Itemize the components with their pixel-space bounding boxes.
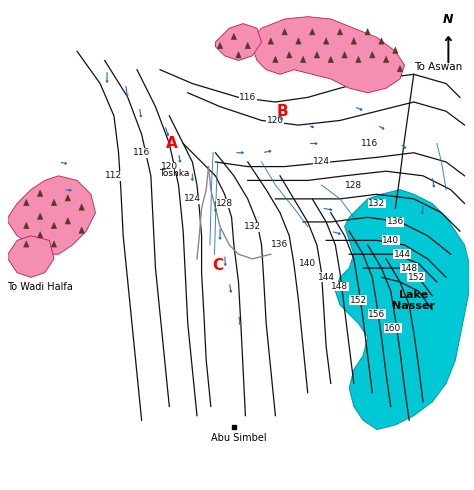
Text: 144: 144 bbox=[318, 273, 335, 282]
Polygon shape bbox=[37, 190, 43, 196]
Polygon shape bbox=[287, 52, 292, 58]
Polygon shape bbox=[273, 56, 278, 63]
Polygon shape bbox=[24, 222, 29, 229]
Text: A: A bbox=[166, 136, 177, 151]
Text: To Aswan: To Aswan bbox=[414, 62, 462, 73]
Text: 136: 136 bbox=[272, 241, 289, 249]
Text: Toshka: Toshka bbox=[159, 169, 189, 178]
Text: 152: 152 bbox=[350, 296, 367, 305]
Polygon shape bbox=[370, 52, 375, 58]
Polygon shape bbox=[336, 190, 469, 430]
Polygon shape bbox=[51, 199, 57, 206]
Text: C: C bbox=[212, 258, 223, 273]
Text: 120: 120 bbox=[161, 162, 178, 171]
Text: 160: 160 bbox=[384, 323, 401, 333]
Text: 152: 152 bbox=[408, 273, 425, 282]
Polygon shape bbox=[342, 52, 347, 58]
Text: 140: 140 bbox=[382, 236, 399, 245]
Text: B: B bbox=[276, 104, 288, 119]
Polygon shape bbox=[397, 66, 402, 72]
Text: N: N bbox=[443, 13, 454, 26]
Polygon shape bbox=[268, 38, 273, 44]
Text: 128: 128 bbox=[216, 199, 233, 208]
Polygon shape bbox=[379, 38, 384, 44]
Polygon shape bbox=[215, 24, 262, 60]
Text: 116: 116 bbox=[239, 93, 256, 102]
Polygon shape bbox=[337, 28, 343, 35]
Polygon shape bbox=[301, 56, 306, 63]
Polygon shape bbox=[218, 43, 223, 49]
Text: 120: 120 bbox=[267, 116, 284, 125]
Polygon shape bbox=[37, 232, 43, 238]
Polygon shape bbox=[328, 56, 333, 63]
Polygon shape bbox=[51, 241, 57, 247]
Polygon shape bbox=[236, 52, 241, 58]
Polygon shape bbox=[8, 176, 95, 254]
Text: 136: 136 bbox=[387, 218, 404, 226]
Polygon shape bbox=[245, 43, 250, 49]
Text: 116: 116 bbox=[133, 148, 150, 157]
Text: 132: 132 bbox=[368, 199, 385, 208]
Polygon shape bbox=[383, 56, 389, 63]
Polygon shape bbox=[79, 204, 84, 210]
Polygon shape bbox=[24, 199, 29, 206]
Polygon shape bbox=[392, 47, 398, 53]
Polygon shape bbox=[37, 213, 43, 220]
Polygon shape bbox=[351, 38, 356, 44]
Polygon shape bbox=[24, 241, 29, 247]
Text: 148: 148 bbox=[331, 282, 348, 291]
Polygon shape bbox=[282, 28, 287, 35]
Polygon shape bbox=[365, 28, 370, 35]
Polygon shape bbox=[65, 218, 71, 224]
Text: 156: 156 bbox=[368, 310, 385, 318]
Text: 148: 148 bbox=[401, 264, 418, 272]
Polygon shape bbox=[51, 222, 57, 229]
Text: 124: 124 bbox=[313, 157, 330, 167]
Text: Abu Simbel: Abu Simbel bbox=[210, 433, 266, 443]
Polygon shape bbox=[65, 195, 71, 201]
Text: 140: 140 bbox=[299, 259, 316, 268]
Text: 116: 116 bbox=[361, 139, 379, 148]
Polygon shape bbox=[252, 17, 404, 93]
Polygon shape bbox=[314, 52, 319, 58]
Polygon shape bbox=[79, 227, 84, 233]
Text: 112: 112 bbox=[105, 172, 122, 180]
Text: 128: 128 bbox=[345, 180, 363, 190]
Text: To Wadi Halfa: To Wadi Halfa bbox=[7, 282, 73, 292]
Text: 124: 124 bbox=[184, 195, 201, 203]
Polygon shape bbox=[8, 236, 54, 277]
Polygon shape bbox=[231, 33, 237, 40]
Text: 132: 132 bbox=[244, 222, 261, 231]
Polygon shape bbox=[323, 38, 329, 44]
Text: Lake
Nasser: Lake Nasser bbox=[392, 290, 435, 311]
Polygon shape bbox=[296, 38, 301, 44]
Text: 144: 144 bbox=[394, 250, 411, 259]
Polygon shape bbox=[310, 28, 315, 35]
Polygon shape bbox=[356, 56, 361, 63]
